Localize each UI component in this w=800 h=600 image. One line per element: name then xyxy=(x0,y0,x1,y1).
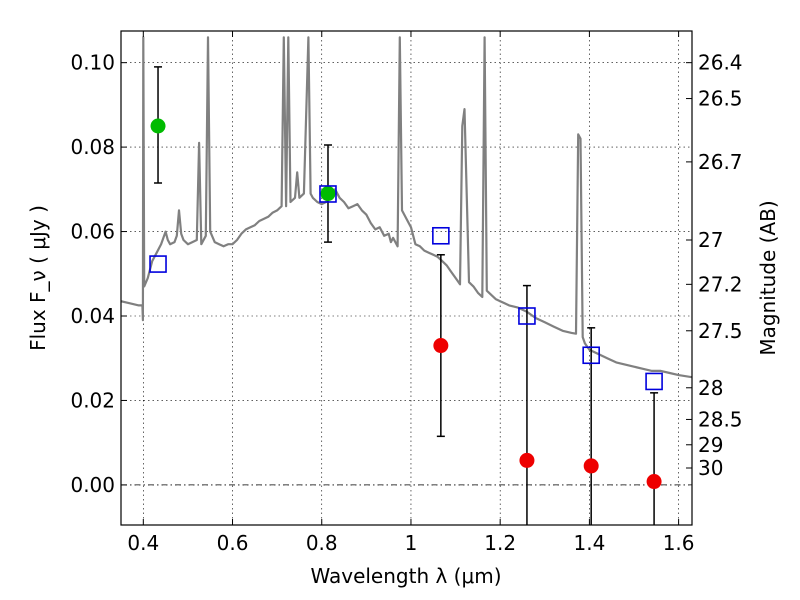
y-axis-label: Flux F_ν ( μJy ) xyxy=(26,205,50,351)
red-point xyxy=(583,458,599,474)
blue-square-point xyxy=(319,185,337,203)
blue-square-point xyxy=(518,307,536,325)
right-tick-label: 28 xyxy=(698,376,723,400)
blue-square-point xyxy=(582,346,600,365)
red-point xyxy=(433,338,449,354)
y-tick-label: 0.04 xyxy=(70,304,115,328)
x-tick-label: 1.6 xyxy=(663,531,695,555)
green-point xyxy=(150,118,166,134)
y-tick-label: 0.02 xyxy=(70,388,115,412)
right-tick-label: 27.5 xyxy=(698,319,743,343)
x-tick-label: 1 xyxy=(405,531,418,555)
x-tick-label: 1.4 xyxy=(573,531,605,555)
ticks: 0.4 0.6 0.8 1 1.2 1.4 1.6 0.00 0.02 0.04 0.06 0.08 0… xyxy=(70,31,743,555)
y-tick-label: 0.06 xyxy=(70,220,115,244)
plot-frame xyxy=(120,30,693,526)
right-tick-label: 27 xyxy=(698,228,723,252)
x-tick-label: 1.2 xyxy=(484,531,516,555)
x-tick-label: 0.4 xyxy=(127,531,159,555)
blue-square-point xyxy=(149,255,167,273)
right-tick-label: 29 xyxy=(698,433,723,457)
right-tick-label: 27.2 xyxy=(698,272,743,296)
x-tick-label: 0.6 xyxy=(217,531,249,555)
blue-square-point xyxy=(432,226,450,245)
right-tick-label: 26.7 xyxy=(698,150,743,174)
right-tick-label: 30 xyxy=(698,456,723,480)
y-axis-right-label: Magnitude (AB) xyxy=(756,200,780,355)
x-axis-label: Wavelength λ (μm) xyxy=(310,564,501,588)
plot-area xyxy=(121,36,692,525)
right-tick-label: 26.5 xyxy=(698,87,743,111)
blue-square-point xyxy=(645,372,663,391)
right-tick-label: 28.5 xyxy=(698,407,743,431)
right-tick-label: 26.4 xyxy=(698,51,743,75)
spectrum-line xyxy=(121,36,692,379)
y-tick-label: 0.00 xyxy=(70,473,115,497)
y-tick-label: 0.10 xyxy=(70,51,115,75)
red-point xyxy=(519,452,535,468)
x-tick-label: 0.8 xyxy=(306,531,338,555)
y-tick-label: 0.08 xyxy=(70,135,115,159)
red-point xyxy=(646,474,662,490)
green-point xyxy=(320,186,336,202)
